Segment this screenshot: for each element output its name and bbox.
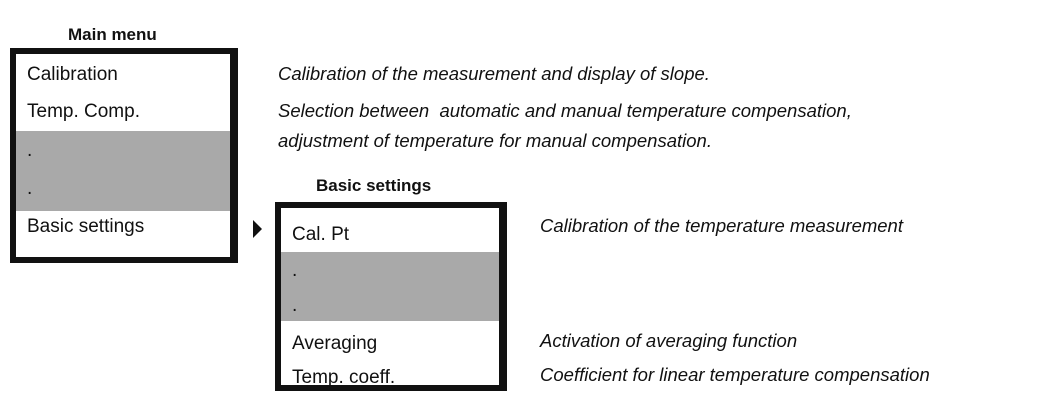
arrow bbox=[253, 220, 262, 238]
description: Coefficient for linear temperature compe… bbox=[540, 364, 930, 385]
description: Activation of averaging function bbox=[540, 330, 798, 351]
gray-band bbox=[281, 252, 499, 321]
menu-title: Main menu bbox=[68, 25, 157, 44]
menu-item[interactable]: . bbox=[27, 140, 33, 161]
menu-item[interactable]: Calibration bbox=[27, 64, 118, 85]
gray-band bbox=[16, 131, 230, 211]
menu-item[interactable]: . bbox=[27, 178, 33, 199]
submenu-item[interactable]: Temp. coeff. bbox=[292, 367, 396, 388]
submenu-item[interactable]: Averaging bbox=[292, 333, 378, 354]
submenu-title: Basic settings bbox=[316, 176, 432, 195]
menu-box bbox=[10, 48, 238, 263]
submenu-item[interactable]: . bbox=[292, 260, 298, 281]
submenu-box bbox=[275, 202, 507, 391]
submenu-item[interactable]: . bbox=[292, 295, 298, 316]
menu-item[interactable]: Basic settings bbox=[27, 216, 145, 237]
description: Calibration of the measurement and displ… bbox=[278, 63, 710, 84]
description: Selection between automatic and manual t… bbox=[278, 100, 852, 121]
description: adjustment of temperature for manual com… bbox=[278, 130, 712, 151]
menu-item[interactable]: Temp. Comp. bbox=[27, 101, 140, 122]
description: Calibration of the temperature measureme… bbox=[540, 215, 903, 236]
submenu-item[interactable]: Cal. Pt bbox=[292, 224, 350, 245]
